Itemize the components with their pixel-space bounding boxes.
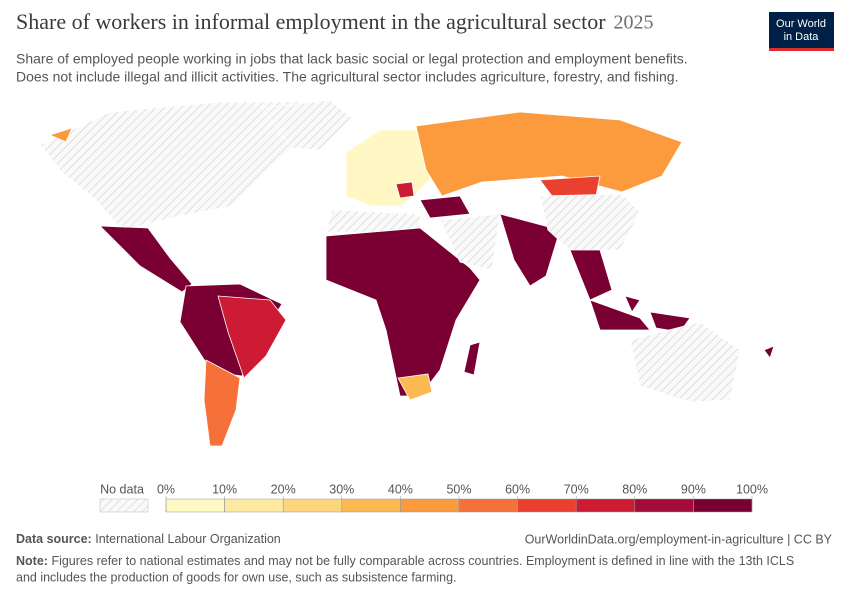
note: and includes the production of goods for… xyxy=(16,570,457,584)
region xyxy=(763,345,775,359)
legend-tick-label: 0% xyxy=(157,482,175,496)
region xyxy=(345,129,431,207)
note-text: Figures refer to national estimates and … xyxy=(51,554,794,568)
region xyxy=(419,195,471,219)
region xyxy=(539,175,601,197)
no-data-swatch xyxy=(99,498,149,513)
region xyxy=(629,321,741,403)
legend-bin xyxy=(634,498,694,513)
no-data-label: No data xyxy=(100,482,144,496)
region xyxy=(261,99,353,151)
region xyxy=(203,359,241,447)
legend-tick-label: 10% xyxy=(212,482,237,496)
source: Data source: International Labour Organi… xyxy=(16,532,281,546)
legend-tick-label: 80% xyxy=(622,482,647,496)
subtitle: Does not include illegal and illicit act… xyxy=(16,69,678,85)
title: Share of workers in informal employment … xyxy=(16,9,606,34)
logo-box xyxy=(769,12,834,48)
legend: No data 0% 10% 20% 30% 40% 50% 60% 70% 80% 90% 100… xyxy=(99,482,768,513)
legend-tick-label: 70% xyxy=(564,482,589,496)
url[interactable]: OurWorldinData.org/employment-in-agricul… xyxy=(525,532,833,546)
logo[interactable]: Our World in Data xyxy=(769,12,834,51)
legend-bin xyxy=(517,498,577,513)
region xyxy=(217,295,287,379)
legend-tick-label: 40% xyxy=(388,482,413,496)
source-text: International Labour Organization xyxy=(95,532,281,546)
legend-bin xyxy=(458,498,518,513)
map xyxy=(39,99,775,447)
note-label: Note: xyxy=(16,554,48,568)
region xyxy=(397,373,433,401)
logo-text: in Data xyxy=(784,31,820,43)
region xyxy=(39,101,331,231)
legend-tick-label: 50% xyxy=(446,482,471,496)
region xyxy=(539,193,641,251)
legend-bin xyxy=(400,498,460,513)
region xyxy=(463,341,481,376)
legend-tick-label: 100% xyxy=(736,482,768,496)
subtitle: Share of employed people working in jobs… xyxy=(16,51,688,67)
legend-bin xyxy=(282,498,343,513)
legend-tick-label: 90% xyxy=(681,482,706,496)
year: 2025 xyxy=(614,12,654,34)
legend-tick-label: 30% xyxy=(329,482,354,496)
region xyxy=(325,209,421,233)
legend-bin xyxy=(165,498,225,513)
legend-bin xyxy=(575,498,636,513)
region xyxy=(569,249,613,301)
logo-text: Our World xyxy=(776,18,826,30)
note: Note: Figures refer to national estimate… xyxy=(16,554,794,568)
region xyxy=(439,213,501,271)
source-label: Data source: xyxy=(16,532,92,546)
region xyxy=(415,111,683,197)
legend-bin xyxy=(341,498,401,513)
legend-bin xyxy=(693,498,753,513)
region xyxy=(48,127,73,143)
region xyxy=(98,225,193,293)
legend-tick-label: 60% xyxy=(505,482,530,496)
legend-tick-label: 20% xyxy=(271,482,296,496)
logo-bar xyxy=(769,48,834,51)
region xyxy=(395,181,415,199)
legend-bin xyxy=(224,498,284,513)
region xyxy=(589,295,691,333)
